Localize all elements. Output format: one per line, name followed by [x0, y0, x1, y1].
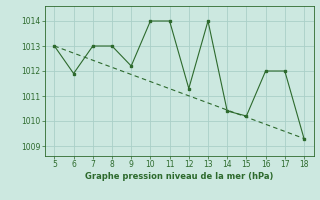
X-axis label: Graphe pression niveau de la mer (hPa): Graphe pression niveau de la mer (hPa): [85, 172, 273, 181]
